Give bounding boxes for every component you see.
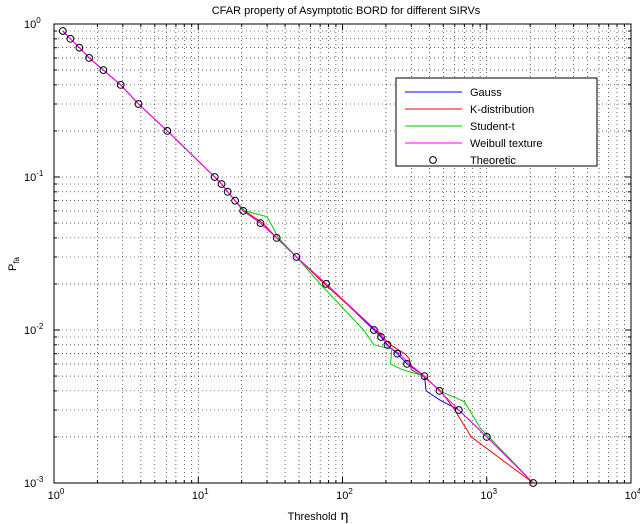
grid <box>54 24 631 483</box>
y-tick-label: 10-3 <box>24 475 44 490</box>
theoretic-marker <box>454 406 463 414</box>
legend-label: Theoretic <box>470 155 516 167</box>
theoretic-marker <box>210 173 219 181</box>
y-tick-label: 100 <box>24 16 41 31</box>
theoretic-marker <box>163 126 172 135</box>
theoretic-marker <box>403 360 411 368</box>
theoretic-marker <box>370 326 378 334</box>
theoretic-marker <box>217 180 226 188</box>
theoretic-marker <box>482 433 491 441</box>
theoretic-marker <box>435 387 444 395</box>
theoretic-marker <box>75 43 84 52</box>
theoretic-marker <box>231 196 240 205</box>
legend-label: Weibull texture <box>470 138 543 150</box>
theoretic-marker <box>393 349 402 358</box>
theoretic-marker <box>292 253 301 261</box>
x-tick-label: 101 <box>192 487 209 502</box>
theoretic-marker <box>239 207 248 215</box>
legend: Gauss K-distribution Student-t Weibull text… <box>395 77 598 167</box>
theoretic-marker <box>85 54 93 62</box>
theoretic-marker <box>223 187 232 196</box>
theoretic-marker <box>272 234 281 242</box>
theoretic-marker <box>383 340 392 349</box>
legend-label: Student-t <box>470 121 515 133</box>
x-tick-label: 100 <box>48 487 65 502</box>
y-axis-label: Pfa <box>7 256 21 271</box>
legend-swatch <box>429 156 437 164</box>
legend-label: K-distribution <box>470 104 534 116</box>
theoretic-marker <box>322 280 331 288</box>
legend-label: Gauss <box>470 87 502 99</box>
y-tick-labels: 10-3 10-2 10-1 100 <box>24 16 44 490</box>
theoretic-marker <box>420 372 429 381</box>
x-tick-labels: 100 101 102 103 104 <box>48 487 640 502</box>
x-axis-label: Threshold η <box>288 507 349 523</box>
y-tick-label: 10-2 <box>24 322 44 337</box>
x-tick-label: 102 <box>336 487 353 502</box>
theoretic-marker <box>66 34 75 43</box>
theoretic-marker <box>116 81 125 89</box>
x-tick-label: 103 <box>480 487 497 502</box>
legend-box <box>395 77 598 167</box>
theoretic-marker <box>58 27 67 35</box>
series-layer <box>62 30 534 484</box>
chart-title: CFAR property of Asymptotic BORD for dif… <box>212 5 481 17</box>
theoretic-marker <box>377 333 385 341</box>
y-tick-label: 10-1 <box>24 169 44 184</box>
series-line-weibull-texture <box>62 30 534 484</box>
theoretic-marker <box>256 219 265 228</box>
theoretic-marker <box>99 66 108 74</box>
ticks <box>53 24 631 484</box>
x-tick-label: 104 <box>625 487 640 502</box>
theoretic-marker <box>134 100 143 108</box>
